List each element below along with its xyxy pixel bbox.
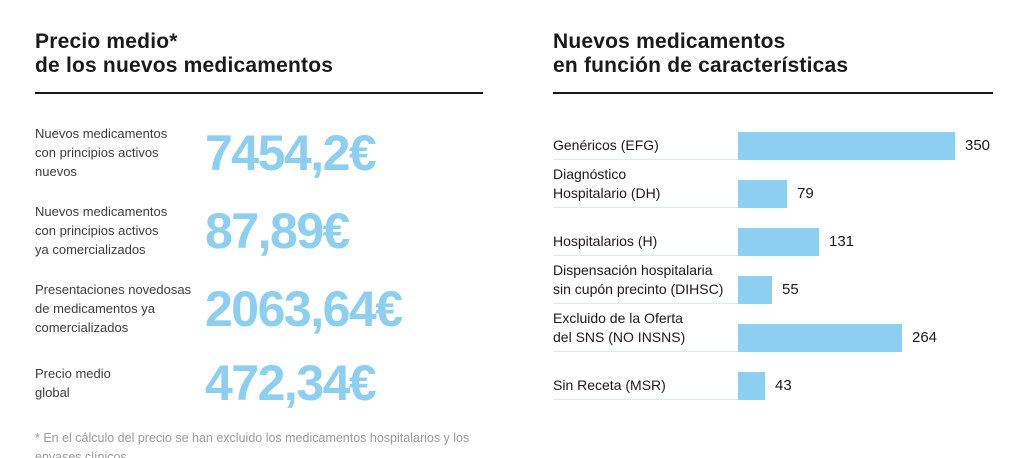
bar-row-dispensacion-hospitalaria: Dispensación hospitalaria sin cupón prec… [553,256,993,305]
bar-area: 79 [738,180,993,209]
bar-value: 131 [829,233,855,251]
characteristics-panel: Nuevos medicamentos en función de caract… [553,16,993,401]
bar-value: 264 [912,329,938,347]
bar-value: 43 [775,377,792,395]
stat-value: 7454,2€ [205,124,377,181]
bar-row-hospitalarios: Hospitalarios (H) 131 [553,208,993,257]
stat-label: Nuevos medicamentos con principios activ… [35,204,168,258]
bar-area: 350 [738,132,993,161]
bar [738,372,765,401]
stat-value: 472,34€ [205,355,377,412]
bar-label: Genéricos (EFG) [553,136,738,161]
bar-row-genericos: Genéricos (EFG) 350 [553,112,993,161]
price-footnote: * En el cálculo del precio se han exclui… [35,431,470,458]
price-stats-list: Nuevos medicamentos con principios activ… [35,124,483,408]
characteristics-bar-chart: Genéricos (EFG) 350 Diagnóstico Hospital… [553,112,993,401]
bar-value: 79 [797,185,814,203]
bar [738,228,819,257]
right-title-rule [553,92,993,95]
bar-label: Sin Receta (MSR) [553,376,738,401]
bar-area: 131 [738,228,993,257]
bar-value: 350 [965,137,991,155]
bar-area: 55 [738,276,993,305]
right-panel-title: Nuevos medicamentos en función de caract… [553,30,849,78]
bar-row-diagnostico-hospitalario: Diagnóstico Hospitalario (DH) 79 [553,160,993,209]
stat-row-precio-medio-global: Precio medio global 472,34€ [35,358,483,408]
stat-value: 2063,64€ [205,280,403,337]
bar-label: Hospitalarios (H) [553,232,738,257]
bar [738,180,787,209]
bar [738,324,902,353]
bar-label: Excluido de la Oferta del SNS (NO INSNS) [553,309,738,353]
stat-label: Precio medio global [35,366,111,401]
stat-row-presentaciones-novedosas: Presentaciones novedosas de medicamentos… [35,280,483,337]
stat-label: Presentaciones novedosas de medicamentos… [35,282,192,336]
left-panel-title: Precio medio* de los nuevos medicamentos [35,30,334,78]
bar [738,132,955,161]
stat-value: 87,89€ [205,202,350,259]
stat-row-principios-nuevos: Nuevos medicamentos con principios activ… [35,124,483,181]
bar [738,276,772,305]
stat-row-principios-comercializados: Nuevos medicamentos con principios activ… [35,202,483,259]
bar-label: Dispensación hospitalaria sin cupón prec… [553,261,738,305]
bar-row-sin-receta: Sin Receta (MSR) 43 [553,352,993,401]
bar-value: 55 [782,281,799,299]
bar-label: Diagnóstico Hospitalario (DH) [553,165,738,209]
stat-label: Nuevos medicamentos con principios activ… [35,126,168,180]
bar-area: 43 [738,372,993,401]
bar-row-excluido-oferta-sns: Excluido de la Oferta del SNS (NO INSNS)… [553,304,993,353]
left-title-rule [35,92,483,95]
average-price-panel: Precio medio* de los nuevos medicamentos… [35,16,483,458]
bar-area: 264 [738,324,993,353]
